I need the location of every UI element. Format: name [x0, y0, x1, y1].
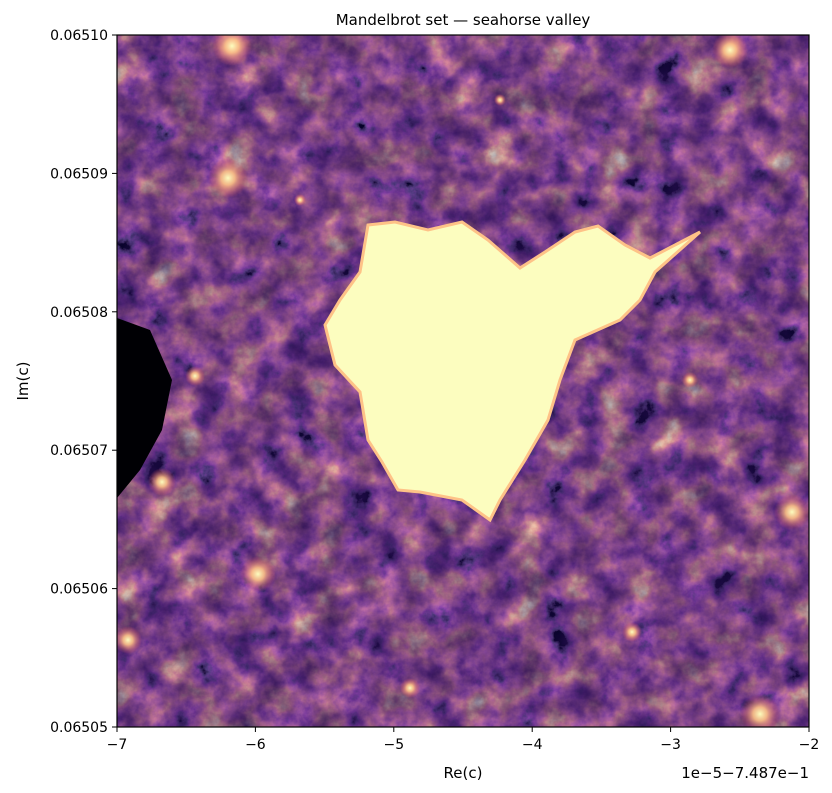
bright-spot — [208, 158, 248, 198]
x-tick-label: −2 — [799, 737, 820, 753]
bright-spot — [740, 694, 780, 727]
main-cardioid — [323, 220, 701, 523]
bright-spot — [774, 494, 809, 530]
x-axis-offset-label: 1e−5−7.487e−1 — [681, 764, 809, 782]
bright-spot — [240, 556, 276, 592]
x-tick-label: −6 — [245, 737, 266, 753]
bright-spot — [400, 678, 420, 698]
bright-spot — [622, 622, 642, 642]
y-tick-label: 0.06508 — [50, 305, 108, 321]
plot-area — [117, 35, 809, 727]
x-axis-label: Re(c) — [444, 764, 483, 782]
plot-frame — [116, 34, 810, 728]
bright-spot — [212, 35, 252, 66]
bright-spot — [712, 35, 748, 68]
x-axis: −7 −6 −5 −4 −3 −2 — [107, 727, 820, 753]
y-tick-label: 0.06507 — [50, 443, 108, 459]
x-tick-label: −5 — [383, 737, 404, 753]
bright-spot — [294, 194, 306, 206]
bright-spot — [682, 372, 698, 388]
y-tick-label: 0.06506 — [50, 582, 108, 598]
chart-title: Mandelbrot set — seahorse valley — [336, 11, 591, 29]
y-axis: 0.06505 0.06506 0.06507 0.06508 0.06509 0.065… — [50, 28, 117, 736]
y-axis-label: Im(c) — [14, 362, 32, 401]
bright-spot — [185, 366, 205, 386]
x-tick-label: −4 — [522, 737, 543, 753]
y-tick-label: 0.06509 — [50, 166, 108, 182]
bright-spot — [148, 468, 176, 496]
dark-region-left — [117, 318, 172, 498]
y-tick-label: 0.06510 — [50, 28, 108, 44]
x-tick-label: −3 — [660, 737, 681, 753]
x-tick-label: −7 — [107, 737, 128, 753]
filament-highlights — [117, 35, 809, 727]
y-tick-label: 0.06505 — [50, 720, 108, 736]
bright-spot — [117, 626, 142, 654]
bright-spot — [494, 94, 506, 106]
